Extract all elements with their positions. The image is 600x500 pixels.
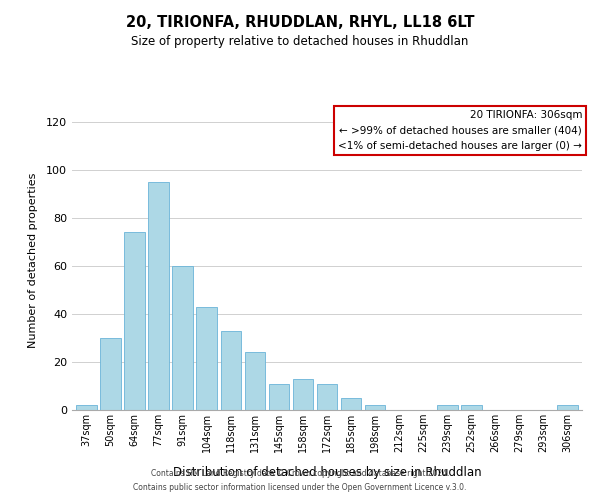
Text: Contains public sector information licensed under the Open Government Licence v.: Contains public sector information licen… — [133, 484, 467, 492]
Bar — [100, 338, 121, 410]
Bar — [461, 405, 482, 410]
Bar — [293, 379, 313, 410]
Text: Contains HM Land Registry data © Crown copyright and database right 2024.: Contains HM Land Registry data © Crown c… — [151, 468, 449, 477]
Bar — [196, 307, 217, 410]
Text: 20 TIRIONFA: 306sqm
← >99% of detached houses are smaller (404)
<1% of semi-deta: 20 TIRIONFA: 306sqm ← >99% of detached h… — [338, 110, 582, 151]
Bar — [76, 405, 97, 410]
Text: 20, TIRIONFA, RHUDDLAN, RHYL, LL18 6LT: 20, TIRIONFA, RHUDDLAN, RHYL, LL18 6LT — [126, 15, 474, 30]
Bar — [172, 266, 193, 410]
Bar — [124, 232, 145, 410]
Text: Size of property relative to detached houses in Rhuddlan: Size of property relative to detached ho… — [131, 35, 469, 48]
X-axis label: Distribution of detached houses by size in Rhuddlan: Distribution of detached houses by size … — [173, 466, 481, 479]
Bar — [148, 182, 169, 410]
Bar — [317, 384, 337, 410]
Bar — [269, 384, 289, 410]
Bar — [437, 405, 458, 410]
Bar — [221, 331, 241, 410]
Bar — [245, 352, 265, 410]
Bar — [341, 398, 361, 410]
Bar — [557, 405, 578, 410]
Y-axis label: Number of detached properties: Number of detached properties — [28, 172, 38, 348]
Bar — [365, 405, 385, 410]
